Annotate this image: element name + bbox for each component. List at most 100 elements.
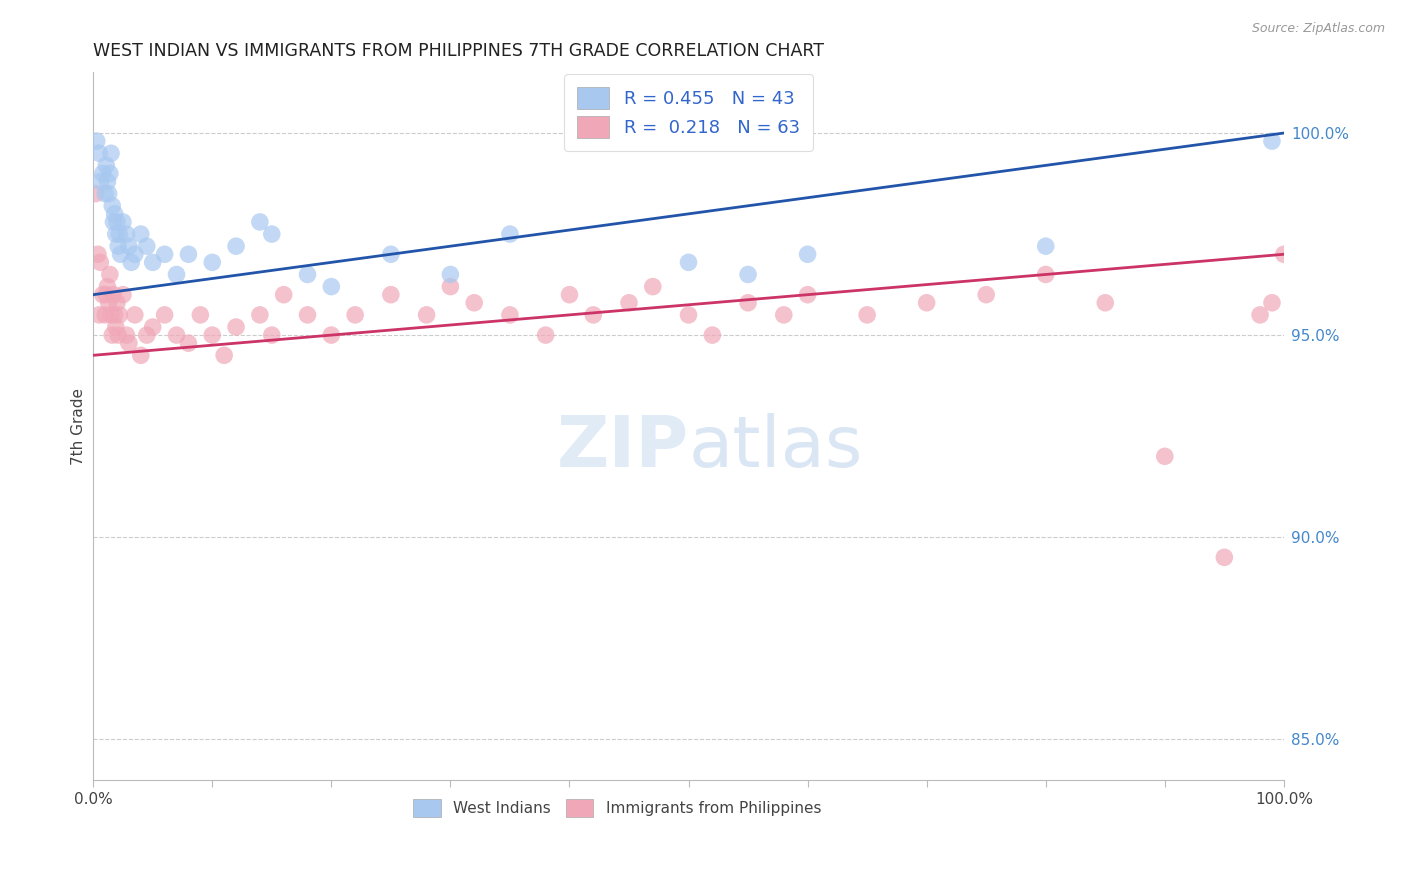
Point [1094,295,1116,310]
Point [534,328,557,343]
Point [105,215,128,229]
Point [415,308,437,322]
Point [166,268,188,282]
Point [97,295,120,310]
Point [737,295,759,310]
Point [107,239,129,253]
Point [153,247,176,261]
Point [297,268,319,282]
Point [737,268,759,282]
Point [101,199,124,213]
Point [702,328,724,343]
Point [1035,239,1057,253]
Point [641,279,664,293]
Point [97,186,120,201]
Point [678,308,700,322]
Point [499,308,522,322]
Point [103,287,125,301]
Point [177,336,200,351]
Point [111,287,134,301]
Point [499,227,522,241]
Point [188,308,211,322]
Point [201,255,224,269]
Point [1153,450,1175,464]
Point [96,287,118,301]
Point [249,215,271,229]
Point [129,227,152,241]
Point [915,295,938,310]
Point [617,295,640,310]
Point [1272,247,1295,261]
Point [1261,295,1284,310]
Point [177,247,200,261]
Point [107,328,129,343]
Text: ZIP: ZIP [557,413,689,482]
Point [201,328,224,343]
Point [111,215,134,229]
Point [89,146,111,161]
Point [120,255,142,269]
Point [118,336,141,351]
Point [91,287,114,301]
Point [142,320,165,334]
Point [96,279,118,293]
Point [101,328,124,343]
Point [104,308,127,322]
Point [582,308,605,322]
Point [772,308,794,322]
Point [129,348,152,362]
Point [98,166,121,180]
Point [260,227,283,241]
Point [110,247,132,261]
Point [96,158,118,172]
Point [273,287,295,301]
Point [104,227,127,241]
Point [297,308,319,322]
Point [974,287,997,301]
Point [104,320,127,334]
Point [124,308,146,322]
Point [321,328,343,343]
Point [135,328,157,343]
Point [212,348,235,362]
Point [105,295,128,310]
Text: atlas: atlas [689,413,863,482]
Point [225,239,247,253]
Point [166,328,188,343]
Text: Source: ZipAtlas.com: Source: ZipAtlas.com [1251,22,1385,36]
Point [87,247,110,261]
Y-axis label: 7th Grade: 7th Grade [72,387,86,465]
Point [463,295,485,310]
Point [124,247,146,261]
Text: WEST INDIAN VS IMMIGRANTS FROM PHILIPPINES 7TH GRADE CORRELATION CHART: WEST INDIAN VS IMMIGRANTS FROM PHILIPPIN… [93,42,824,60]
Point [439,268,461,282]
Legend: West Indians, Immigrants from Philippines: West Indians, Immigrants from Philippine… [405,791,828,825]
Point [98,268,121,282]
Point [108,308,131,322]
Point [91,166,114,180]
Point [249,308,271,322]
Point [94,308,117,322]
Point [96,175,118,189]
Point [225,320,247,334]
Point [104,207,127,221]
Point [1249,308,1271,322]
Point [89,255,111,269]
Point [856,308,879,322]
Point [439,279,461,293]
Point [108,227,131,241]
Point [89,308,111,322]
Point [115,328,138,343]
Point [153,308,176,322]
Point [260,328,283,343]
Point [86,134,108,148]
Point [380,287,402,301]
Point [796,247,818,261]
Point [321,279,343,293]
Point [1213,550,1236,565]
Point [100,308,122,322]
Point [135,239,157,253]
Point [89,175,111,189]
Point [558,287,581,301]
Point [1035,268,1057,282]
